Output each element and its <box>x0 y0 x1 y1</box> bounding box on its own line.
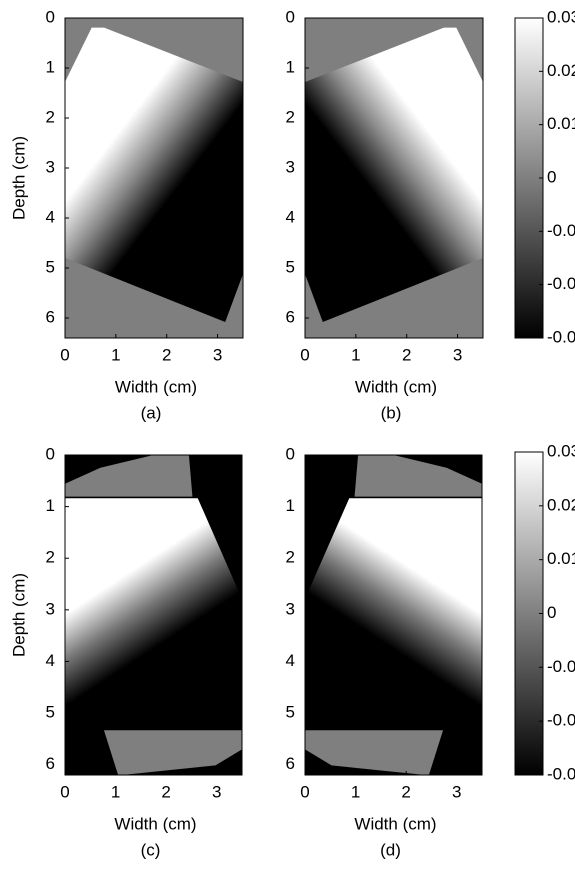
y-tick-label: 6 <box>46 307 55 326</box>
y-tick-label: 3 <box>46 599 55 618</box>
x-tick-label: 1 <box>111 345 120 364</box>
x-tick-label: 3 <box>213 345 222 364</box>
colorbar-tick-label: -0.02 <box>547 274 575 293</box>
heatmap-region <box>305 27 483 322</box>
x-tick-label: 0 <box>60 782 69 801</box>
colorbar-tick-label: 0.02 <box>547 61 575 80</box>
x-tick-label: 3 <box>453 345 462 364</box>
x-tick-label: 2 <box>161 782 170 801</box>
heatmap-region <box>305 498 482 731</box>
y-tick-label: 2 <box>46 548 55 567</box>
y-tick-label: 4 <box>286 651 295 670</box>
y-tick-label: 5 <box>46 703 55 722</box>
colorbar <box>514 451 544 776</box>
colorbar-tick-label: -0.01 <box>547 657 575 676</box>
y-tick-label: 5 <box>286 703 295 722</box>
heatmap-region <box>65 498 242 731</box>
y-tick-label: 0 <box>46 444 55 463</box>
y-tick-label: 2 <box>286 548 295 567</box>
heatmap-region <box>305 730 444 775</box>
x-tick-label: 0 <box>300 782 309 801</box>
y-tick-label: 1 <box>46 57 55 76</box>
x-tick-label: 1 <box>111 782 120 801</box>
x-tick-label: 2 <box>401 782 410 801</box>
colorbar-tick-label: -0.01 <box>547 221 575 240</box>
y-tick-label: 4 <box>46 207 55 226</box>
y-tick-label: 6 <box>286 307 295 326</box>
x-tick-label: 1 <box>351 782 360 801</box>
panel-caption: (d) <box>380 840 401 859</box>
panel-caption: (a) <box>141 403 162 422</box>
colorbar-tick-label: 0.03 <box>547 7 575 26</box>
y-axis-label: Depth (cm) <box>9 573 28 657</box>
heatmap-region <box>103 730 242 775</box>
panel-caption: (b) <box>381 403 402 422</box>
y-tick-label: 5 <box>46 257 55 276</box>
x-tick-label: 2 <box>162 345 171 364</box>
x-tick-label: 0 <box>300 345 309 364</box>
y-tick-label: 3 <box>46 157 55 176</box>
y-tick-label: 1 <box>286 57 295 76</box>
y-tick-label: 0 <box>286 444 295 463</box>
x-tick-label: 3 <box>212 782 221 801</box>
y-tick-label: 3 <box>286 157 295 176</box>
colorbar <box>514 17 544 339</box>
x-tick-label: 2 <box>402 345 411 364</box>
y-tick-label: 3 <box>286 599 295 618</box>
x-axis-label: Width (cm) <box>115 377 197 396</box>
plot-frame <box>64 454 243 776</box>
y-tick-label: 0 <box>46 7 55 26</box>
y-tick-label: 6 <box>286 754 295 773</box>
y-tick-label: 6 <box>46 754 55 773</box>
heatmap-region <box>65 27 243 322</box>
colorbar-tick-label: 0 <box>547 167 556 186</box>
y-tick-label: 2 <box>46 107 55 126</box>
colorbar-tick-label: 0.01 <box>547 549 575 568</box>
colorbar-tick-label: -0.02 <box>547 711 575 730</box>
plot-frame <box>304 17 484 339</box>
x-axis-label: Width (cm) <box>354 814 436 833</box>
y-tick-label: 2 <box>286 107 295 126</box>
x-axis-label: Width (cm) <box>355 377 437 396</box>
y-tick-label: 0 <box>286 7 295 26</box>
plot-frame <box>304 454 483 776</box>
y-tick-label: 1 <box>286 496 295 515</box>
colorbar-tick-label: 0 <box>547 603 556 622</box>
colorbar-tick-label: 0.03 <box>547 441 575 460</box>
heatmap-region <box>354 455 482 497</box>
panel-caption: (c) <box>141 840 161 859</box>
y-tick-label: 5 <box>286 257 295 276</box>
x-axis-label: Width (cm) <box>114 814 196 833</box>
y-tick-label: 4 <box>286 207 295 226</box>
x-tick-label: 0 <box>60 345 69 364</box>
y-tick-label: 4 <box>46 651 55 670</box>
heatmap-region <box>65 455 193 497</box>
colorbar-tick-label: -0.03 <box>547 327 575 346</box>
colorbar-tick-label: 0.02 <box>547 495 575 514</box>
colorbar-tick-label: 0.01 <box>547 114 575 133</box>
y-tick-label: 1 <box>46 496 55 515</box>
x-tick-label: 3 <box>452 782 461 801</box>
x-tick-label: 1 <box>351 345 360 364</box>
y-axis-label: Depth (cm) <box>9 136 28 220</box>
colorbar-tick-label: -0.03 <box>547 764 575 783</box>
plot-frame <box>64 17 244 339</box>
